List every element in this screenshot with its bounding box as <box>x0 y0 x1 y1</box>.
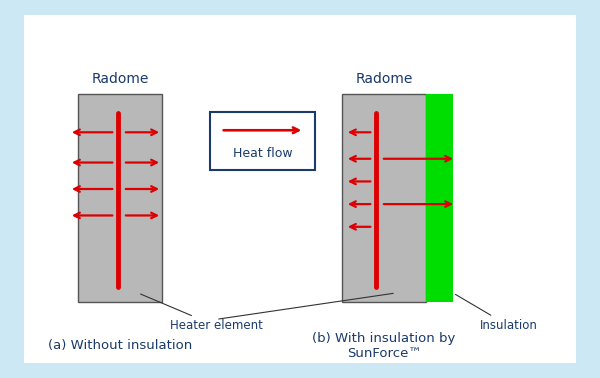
Text: Heater element: Heater element <box>140 294 262 332</box>
Text: Insulation: Insulation <box>455 294 538 332</box>
Text: Radome: Radome <box>91 72 149 87</box>
Bar <box>210 112 315 170</box>
Text: (b) With insulation by
SunForce™: (b) With insulation by SunForce™ <box>313 332 455 360</box>
Text: Heat flow: Heat flow <box>233 147 292 160</box>
Bar <box>78 94 162 302</box>
Bar <box>342 94 426 302</box>
Bar <box>426 94 453 302</box>
Text: (a) Without insulation: (a) Without insulation <box>48 339 192 352</box>
Text: Radome: Radome <box>355 72 413 87</box>
